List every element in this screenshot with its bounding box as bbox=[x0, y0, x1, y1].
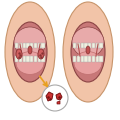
Bar bbox=[92, 42, 95, 48]
Bar bbox=[19, 42, 22, 48]
Polygon shape bbox=[46, 92, 53, 101]
Bar bbox=[84, 56, 88, 61]
Bar bbox=[23, 56, 26, 61]
Polygon shape bbox=[56, 93, 62, 100]
Bar bbox=[96, 56, 99, 61]
Bar bbox=[41, 56, 45, 61]
Bar bbox=[15, 42, 18, 48]
Bar bbox=[38, 56, 41, 61]
Bar bbox=[88, 42, 91, 48]
Ellipse shape bbox=[28, 46, 32, 54]
Bar bbox=[34, 56, 37, 61]
Ellipse shape bbox=[74, 52, 102, 74]
Bar bbox=[15, 56, 18, 61]
Bar bbox=[73, 56, 76, 61]
Ellipse shape bbox=[86, 46, 90, 54]
Bar bbox=[88, 56, 91, 61]
Bar bbox=[26, 42, 30, 48]
Polygon shape bbox=[57, 101, 60, 104]
Ellipse shape bbox=[71, 22, 105, 82]
Bar bbox=[99, 42, 103, 48]
Ellipse shape bbox=[14, 27, 46, 57]
Ellipse shape bbox=[16, 49, 22, 59]
Bar bbox=[81, 56, 84, 61]
Bar bbox=[92, 56, 95, 61]
Ellipse shape bbox=[63, 2, 113, 102]
Bar bbox=[99, 56, 103, 61]
Bar bbox=[26, 56, 30, 61]
Bar bbox=[30, 42, 33, 48]
Ellipse shape bbox=[5, 2, 55, 102]
Bar bbox=[77, 42, 80, 48]
Ellipse shape bbox=[72, 27, 104, 57]
Circle shape bbox=[42, 85, 68, 111]
Bar bbox=[34, 42, 37, 48]
Bar bbox=[30, 56, 33, 61]
Ellipse shape bbox=[16, 52, 44, 74]
Bar bbox=[41, 42, 45, 48]
Bar bbox=[23, 42, 26, 48]
Bar bbox=[96, 42, 99, 48]
Ellipse shape bbox=[38, 49, 44, 59]
Bar bbox=[77, 56, 80, 61]
Bar bbox=[38, 42, 41, 48]
Bar bbox=[19, 56, 22, 61]
Bar bbox=[84, 42, 88, 48]
Bar bbox=[73, 42, 76, 48]
Ellipse shape bbox=[13, 22, 47, 82]
Bar bbox=[81, 42, 84, 48]
